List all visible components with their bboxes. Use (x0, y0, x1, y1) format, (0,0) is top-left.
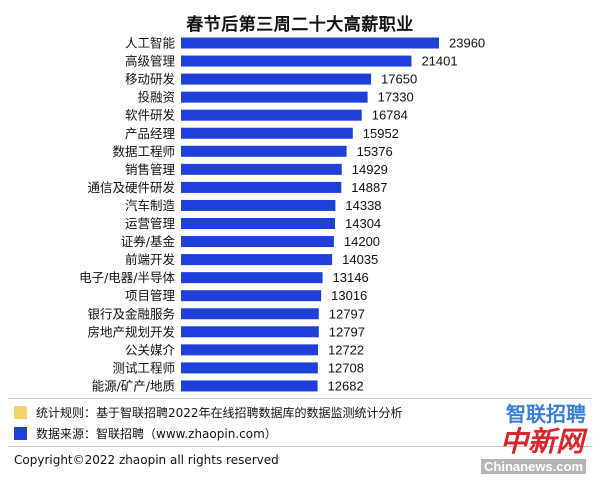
category-label: 能源/矿产/地质 (92, 378, 175, 393)
bar (181, 91, 368, 103)
value-label: 15376 (357, 144, 393, 159)
bar (181, 181, 342, 193)
value-label: 14929 (352, 162, 388, 177)
bar (181, 127, 353, 139)
value-label: 14200 (344, 234, 380, 249)
value-label: 13016 (331, 288, 367, 303)
category-label: 投融资 (137, 90, 175, 105)
bar (181, 109, 362, 121)
category-label: 运营管理 (125, 216, 176, 231)
bar (181, 218, 336, 229)
value-label: 16784 (372, 108, 408, 123)
category-label: 电子/电器/半导体 (79, 270, 175, 285)
category-label: 数据工程师 (112, 144, 175, 159)
value-label: 14338 (345, 198, 381, 213)
category-label: 项目管理 (125, 288, 176, 303)
category-label: 公关媒介 (125, 342, 176, 357)
note-rule-swatch (14, 405, 27, 419)
bar (181, 380, 318, 392)
note-source: 数据来源：智联招聘（www.zhaopin.com） (14, 424, 277, 442)
value-label: 21401 (421, 54, 457, 69)
note-rule: 统计规则：基于智联招聘2022年在线招聘数据库的数据监测统计分析 (14, 403, 403, 421)
category-label: 高级管理 (125, 54, 176, 69)
note-source-text: 数据来源：智联招聘（www.zhaopin.com） (36, 426, 277, 441)
bar (181, 199, 336, 211)
value-label: 14304 (345, 216, 381, 231)
chart-title: 春节后第三周二十大高薪职业 (186, 15, 414, 34)
value-label: 12797 (329, 324, 365, 339)
bar (181, 272, 323, 284)
category-label: 移动研发 (125, 72, 176, 87)
bar (181, 73, 372, 85)
notes-divider (8, 398, 592, 399)
note-rule-text: 统计规则：基于智联招聘2022年在线招聘数据库的数据监测统计分析 (36, 405, 403, 420)
bar (181, 308, 319, 320)
value-label: 23960 (449, 36, 485, 51)
note-source-swatch (14, 426, 27, 440)
value-label: 17330 (378, 90, 414, 105)
category-label: 软件研发 (125, 108, 176, 123)
footer-divider (8, 446, 592, 447)
bar (181, 145, 347, 157)
category-label: 通信及硬件研发 (87, 180, 175, 195)
bar (181, 326, 319, 338)
value-label: 14035 (342, 252, 378, 267)
value-label: 12797 (329, 306, 365, 321)
bar-chart: 人工智能 23960 高级管理 21401 移动研发 17650 投融资 17330 软件研发 1… (79, 36, 485, 394)
bar (181, 290, 322, 302)
bar (181, 344, 318, 356)
bar (181, 236, 334, 248)
value-label: 15952 (363, 126, 399, 141)
value-label: 13146 (333, 270, 369, 285)
value-label: 12722 (328, 342, 364, 357)
category-label: 人工智能 (125, 36, 176, 51)
category-label: 产品经理 (125, 126, 176, 141)
value-label: 14887 (351, 180, 387, 195)
value-label: 17650 (381, 72, 417, 87)
watermark-logos: 智联招聘 中新网 Chinanews.com (470, 396, 590, 480)
category-label: 房地产规划开发 (87, 324, 175, 339)
bar (181, 55, 412, 67)
bar (181, 163, 342, 175)
bar (181, 362, 318, 374)
value-label: 12682 (328, 378, 364, 393)
chinanews-url-logo: Chinanews.com (481, 459, 586, 474)
category-label: 银行及金融服务 (87, 306, 175, 321)
category-label: 前端开发 (125, 252, 176, 267)
bar (181, 254, 333, 266)
copyright-text: Copyright©2022 zhaopin all rights reserv… (14, 453, 279, 467)
zhaopin-logo: 智联招聘 (506, 402, 586, 426)
category-label: 测试工程师 (112, 360, 175, 375)
value-label: 12708 (328, 360, 364, 375)
bar (181, 37, 439, 49)
category-label: 汽车制造 (125, 198, 176, 213)
category-label: 证券/基金 (121, 234, 176, 249)
category-label: 销售管理 (125, 162, 176, 177)
chinanews-logo: 中新网 (499, 425, 584, 458)
